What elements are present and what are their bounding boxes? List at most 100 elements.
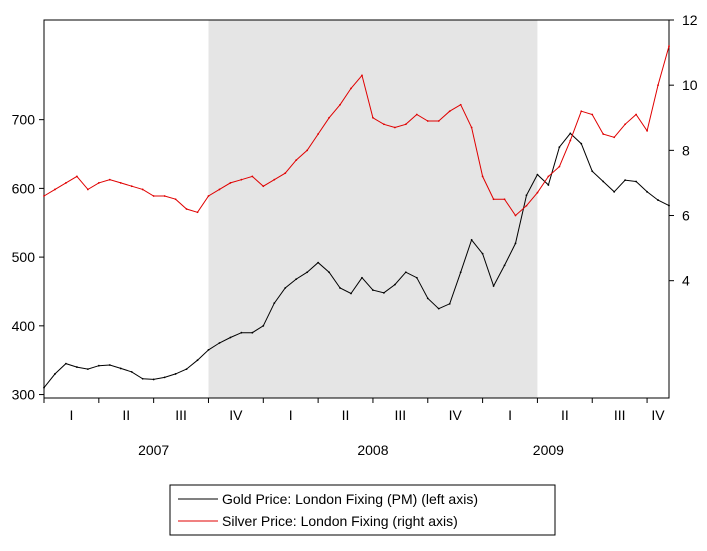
silver-data-point — [339, 103, 341, 106]
silver-data-point — [185, 208, 188, 210]
left-axis-tick-label: 700 — [12, 112, 36, 128]
silver-data-point — [547, 175, 550, 178]
silver-data-point — [503, 198, 506, 201]
silver-data-point — [54, 188, 56, 191]
gold-data-point — [328, 271, 330, 274]
gold-data-point — [240, 331, 243, 334]
right-axis-tick-label: 8 — [682, 142, 690, 158]
gold-data-point — [624, 179, 627, 182]
silver-data-point — [591, 113, 594, 116]
gold-data-point — [306, 271, 309, 274]
gold-data-point — [558, 146, 561, 149]
silver-data-point — [295, 159, 298, 162]
gold-data-point — [284, 287, 287, 289]
gold-data-point — [569, 132, 572, 135]
gold-data-point — [393, 283, 396, 286]
silver-data-point — [361, 74, 363, 77]
gold-data-point — [262, 324, 265, 327]
gold-data-point — [141, 377, 144, 380]
gold-data-point — [130, 370, 133, 373]
silver-data-point — [492, 198, 495, 201]
gold-data-point — [43, 386, 45, 389]
gold-data-point — [75, 366, 78, 368]
silver-data-point — [108, 178, 111, 181]
gold-data-point — [65, 362, 67, 365]
gold-data-point — [426, 297, 429, 300]
legend-box — [169, 484, 556, 536]
gold-data-point — [185, 368, 188, 371]
silver-data-point — [328, 116, 330, 119]
gold-data-point — [207, 348, 210, 351]
legend: Gold Price: London Fixing (PM) (left axi… — [169, 484, 556, 536]
gold-data-point — [108, 364, 111, 366]
right-axis-tick-label: 4 — [682, 273, 690, 289]
silver-data-point — [602, 133, 605, 135]
silver-data-point — [207, 195, 210, 197]
silver-data-point — [393, 126, 396, 129]
silver-data-point — [481, 175, 484, 178]
shaded-region — [208, 20, 538, 398]
quarter-label: II — [342, 407, 350, 423]
silver-data-point — [317, 133, 320, 135]
gold-data-point — [492, 285, 495, 287]
silver-data-point — [306, 149, 309, 152]
silver-data-point — [558, 165, 561, 168]
gold-data-point — [229, 336, 232, 339]
left-axis-tick-label: 400 — [12, 318, 36, 334]
silver-data-point — [569, 139, 572, 142]
gold-data-point — [503, 264, 506, 267]
gold-data-point — [591, 170, 594, 173]
gold-data-point — [339, 287, 341, 289]
gold-data-point — [481, 252, 484, 255]
gold-data-point — [525, 194, 528, 197]
gold-data-point — [646, 190, 648, 193]
gold-data-point — [415, 276, 418, 279]
gold-data-point — [459, 271, 462, 274]
gold-data-point — [350, 292, 352, 295]
gold-data-point — [54, 373, 56, 375]
quarter-label: I — [508, 407, 512, 423]
quarter-label: III — [614, 407, 626, 423]
silver-data-point — [86, 188, 89, 191]
gold-data-point — [383, 291, 385, 294]
quarter-label: I — [289, 407, 293, 423]
right-axis-tick-label: 10 — [682, 77, 698, 93]
silver-data-point — [240, 178, 243, 181]
silver-data-point — [404, 123, 407, 126]
left-axis-tick-label: 500 — [12, 249, 36, 265]
left-axis-tick-label: 600 — [12, 180, 36, 196]
silver-data-point — [536, 191, 539, 194]
plot-frame — [43, 19, 670, 399]
legend-label-gold: Gold Price: London Fixing (PM) (left axi… — [222, 491, 478, 507]
gold-data-point — [317, 261, 320, 264]
gold-data-point — [470, 239, 473, 241]
silver-data-point — [383, 123, 385, 126]
silver-series-line — [43, 45, 670, 217]
gold-data-point — [547, 184, 550, 186]
silver-data-point — [437, 120, 440, 122]
gold-data-point — [372, 289, 374, 291]
silver-data-point — [284, 172, 287, 175]
gold-data-point — [613, 190, 616, 193]
gold-data-point — [163, 376, 166, 379]
gold-series-line — [43, 132, 670, 389]
silver-data-point — [459, 103, 462, 106]
gold-data-point — [86, 368, 89, 371]
silver-data-point — [646, 129, 648, 132]
silver-data-point — [163, 195, 166, 197]
silver-data-point — [580, 110, 583, 113]
silver-data-point — [119, 182, 122, 184]
silver-data-point — [262, 185, 265, 188]
silver-data-point — [657, 84, 659, 87]
gold-data-point — [635, 180, 638, 183]
gold-data-point — [657, 199, 659, 201]
quarter-label: IV — [651, 407, 665, 423]
gold-data-point — [273, 302, 276, 305]
gold-data-point — [361, 276, 363, 279]
gold-data-point — [119, 367, 122, 370]
silver-data-point — [251, 175, 254, 178]
silver-data-point — [130, 185, 133, 188]
silver-data-point — [635, 113, 638, 116]
